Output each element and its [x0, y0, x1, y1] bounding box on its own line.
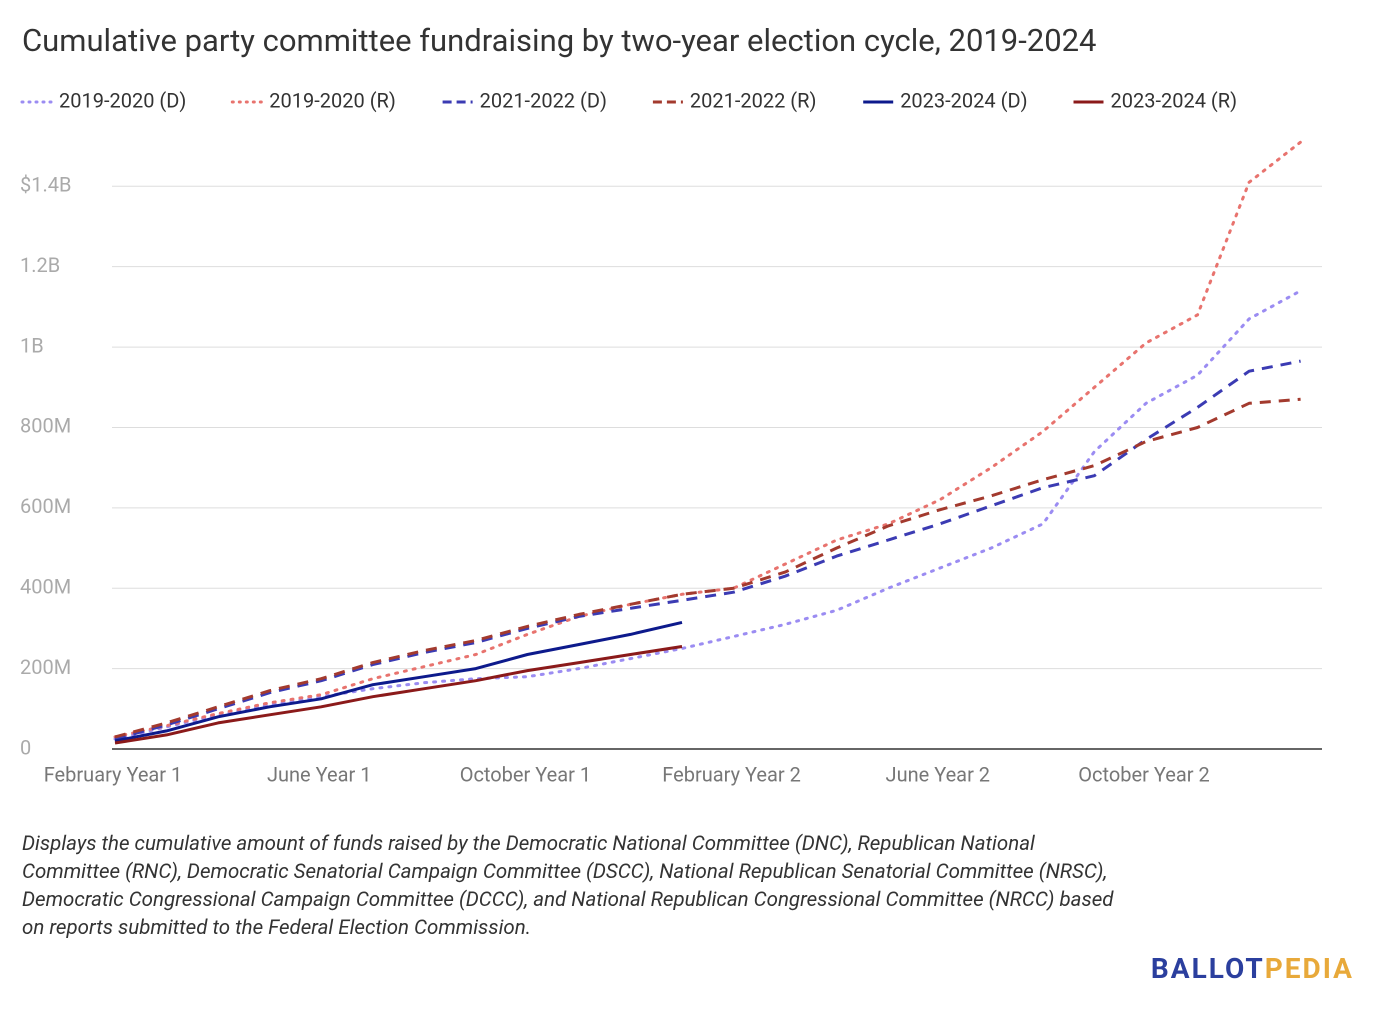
legend-label: 2019-2020 (D)	[59, 88, 186, 112]
y-tick-label: 1B	[20, 333, 44, 357]
logo: BALLOTPEDIA	[1151, 952, 1354, 985]
legend-label: 2019-2020 (R)	[269, 88, 396, 112]
series-line	[114, 620, 683, 743]
x-tick-label: February Year 1	[44, 762, 183, 786]
legend-label: 2021-2022 (R)	[690, 88, 817, 112]
y-tick-label: 0	[20, 735, 31, 759]
y-tick-label: $1.4B	[20, 173, 71, 197]
series-line	[113, 140, 1303, 739]
chart: Cumulative party committee fundraising b…	[20, 22, 1322, 786]
y-tick-label: 1.2B	[20, 253, 60, 277]
chart-title: Cumulative party committee fundraising b…	[22, 22, 1096, 59]
footnote-line: Committee (RNC), Democratic Senatorial C…	[22, 860, 1108, 884]
logo-part: BALLOT	[1150, 952, 1265, 985]
footnote-line: Displays the cumulative amount of funds …	[22, 832, 1035, 856]
logo-part: PEDIA	[1264, 952, 1354, 985]
series-line	[114, 397, 1301, 739]
series-line	[114, 359, 1301, 741]
legend-label: 2023-2024 (D)	[900, 88, 1027, 112]
x-tick-label: October Year 2	[1078, 762, 1209, 786]
y-tick-label: 400M	[20, 575, 71, 599]
x-tick-label: June Year 1	[267, 762, 372, 786]
series-line	[113, 289, 1303, 741]
y-tick-label: 800M	[20, 414, 71, 438]
footnote-line: on reports submitted to the Federal Elec…	[22, 916, 531, 940]
x-tick-label: October Year 1	[460, 762, 591, 786]
x-tick-label: June Year 2	[886, 762, 991, 786]
y-tick-label: 200M	[20, 655, 71, 679]
legend-label: 2023-2024 (R)	[1111, 88, 1238, 112]
footnote: Displays the cumulative amount of funds …	[22, 830, 1362, 942]
legend-label: 2021-2022 (D)	[480, 88, 607, 112]
y-tick-label: 600M	[20, 494, 71, 518]
x-tick-label: February Year 2	[662, 762, 801, 786]
series-line	[114, 645, 683, 745]
footnote-line: Democratic Congressional Campaign Commit…	[22, 888, 1114, 912]
